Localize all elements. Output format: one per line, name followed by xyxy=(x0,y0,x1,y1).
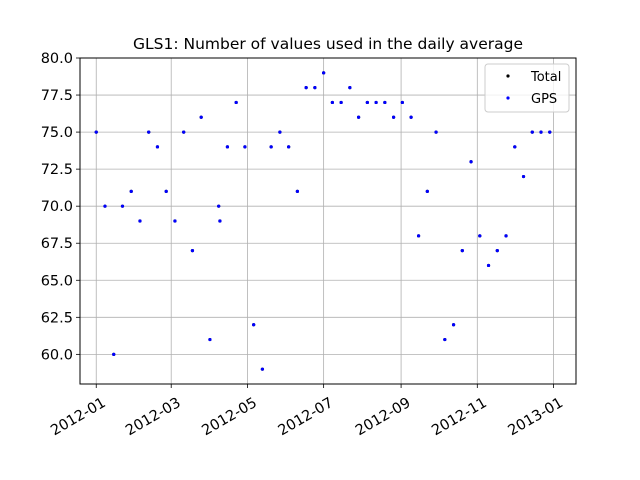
y-tick-label: 67.5 xyxy=(41,236,73,252)
data-point-gps xyxy=(339,100,343,105)
data-point-gps xyxy=(383,100,387,105)
data-point-gps xyxy=(365,100,369,105)
legend-label-total: Total xyxy=(530,70,561,85)
data-point-gps xyxy=(147,130,151,134)
legend-box xyxy=(484,63,570,113)
data-point-gps xyxy=(120,204,125,208)
data-point-gps xyxy=(94,130,98,134)
data-point-gps xyxy=(190,249,195,253)
x-tick-label: 2012-11 xyxy=(429,395,489,439)
data-point-gps xyxy=(451,323,456,327)
data-point-gps xyxy=(469,160,473,164)
data-point-gps xyxy=(295,189,299,193)
grid-lines xyxy=(80,57,576,384)
y-tick-label: 80.0 xyxy=(41,51,73,67)
data-point-gps xyxy=(521,174,526,179)
data-point-gps xyxy=(278,130,282,134)
data-point-gps xyxy=(513,145,517,149)
data-point-gps xyxy=(182,130,186,134)
data-point-gps xyxy=(486,263,491,268)
chart-title: GLS1: Number of values used in the daily… xyxy=(133,35,523,53)
data-point-gps xyxy=(400,100,404,105)
data-point-gps xyxy=(391,115,396,119)
data-point-gps xyxy=(409,115,413,119)
data-points xyxy=(94,71,552,371)
legend-label-gps: GPS xyxy=(531,92,557,107)
data-point-gps xyxy=(234,100,238,105)
x-tick-label: 2012-09 xyxy=(353,395,413,439)
data-point-gps xyxy=(269,145,273,149)
data-point-gps xyxy=(357,115,361,119)
data-point-gps xyxy=(103,204,107,208)
data-point-gps xyxy=(478,234,482,238)
data-point-gps xyxy=(225,145,230,149)
data-point-gps xyxy=(243,145,247,149)
data-point-gps xyxy=(129,189,133,193)
x-tick-label: 2013-01 xyxy=(505,395,565,439)
y-tick-label: 60.0 xyxy=(41,347,73,363)
data-point-gps xyxy=(495,249,499,253)
data-point-gps xyxy=(330,100,334,105)
plot-frame xyxy=(79,57,577,385)
data-point-gps xyxy=(434,130,438,134)
data-point-gps xyxy=(539,130,543,134)
data-point-gps xyxy=(138,219,142,223)
y-tick-label: 70.0 xyxy=(41,199,73,215)
data-point-gps xyxy=(322,71,326,75)
legend: Total GPS xyxy=(484,63,570,113)
data-point-gps xyxy=(260,367,265,371)
data-point-gps xyxy=(199,115,203,119)
x-tick-label: 2012-01 xyxy=(48,395,108,439)
legend-marker-total xyxy=(506,74,510,78)
legend-marker-gps xyxy=(506,96,510,100)
y-tick-label: 75.0 xyxy=(41,125,73,141)
data-point-gps xyxy=(416,234,421,238)
data-point-gps xyxy=(252,323,256,327)
y-tick-label: 72.5 xyxy=(41,162,73,178)
data-point-gps xyxy=(548,130,552,134)
x-tick-label: 2012-07 xyxy=(276,395,336,439)
data-point-gps xyxy=(173,219,177,223)
data-point-gps xyxy=(425,189,429,193)
data-point-gps xyxy=(112,352,116,356)
y-tick-label: 62.5 xyxy=(41,310,73,326)
x-tick-label: 2012-03 xyxy=(123,395,183,439)
data-point-gps xyxy=(287,145,291,149)
y-tick-label: 77.5 xyxy=(41,88,73,104)
data-point-gps xyxy=(208,337,212,342)
data-point-gps xyxy=(218,219,222,223)
data-point-gps xyxy=(164,189,168,193)
data-point-gps xyxy=(348,86,352,90)
data-point-gps xyxy=(443,337,447,342)
data-point-gps xyxy=(155,145,160,149)
y-tick-label: 65.0 xyxy=(41,273,73,289)
data-point-gps xyxy=(217,204,221,208)
data-point-gps xyxy=(460,249,464,253)
y-axis-ticks: 60.0 62.5 65.0 67.5 70.0 72.5 75.0 77.5 80.0 xyxy=(41,51,80,363)
data-point-gps xyxy=(530,130,534,134)
data-point-gps xyxy=(304,86,308,90)
data-point-gps xyxy=(374,100,378,105)
data-point-gps xyxy=(313,86,317,90)
data-point-gps xyxy=(504,234,508,238)
x-tick-label: 2012-05 xyxy=(199,395,259,439)
x-axis-ticks: 2012-01 2012-03 2012-05 2012-07 2012-09 2012-… xyxy=(48,384,566,439)
